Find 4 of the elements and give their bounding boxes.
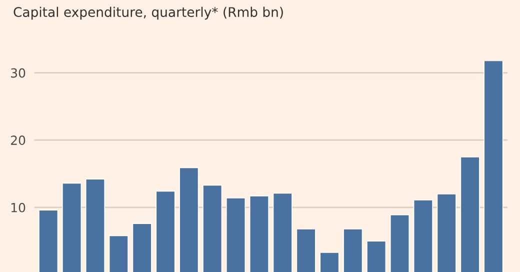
y-tick-label: 20 xyxy=(10,136,26,146)
y-tick-label: 30 xyxy=(11,68,26,78)
y-tick-label: 10 xyxy=(11,202,26,212)
chart-title: Capital expenditure, quarterly* (Rmb bn) xyxy=(14,6,283,20)
